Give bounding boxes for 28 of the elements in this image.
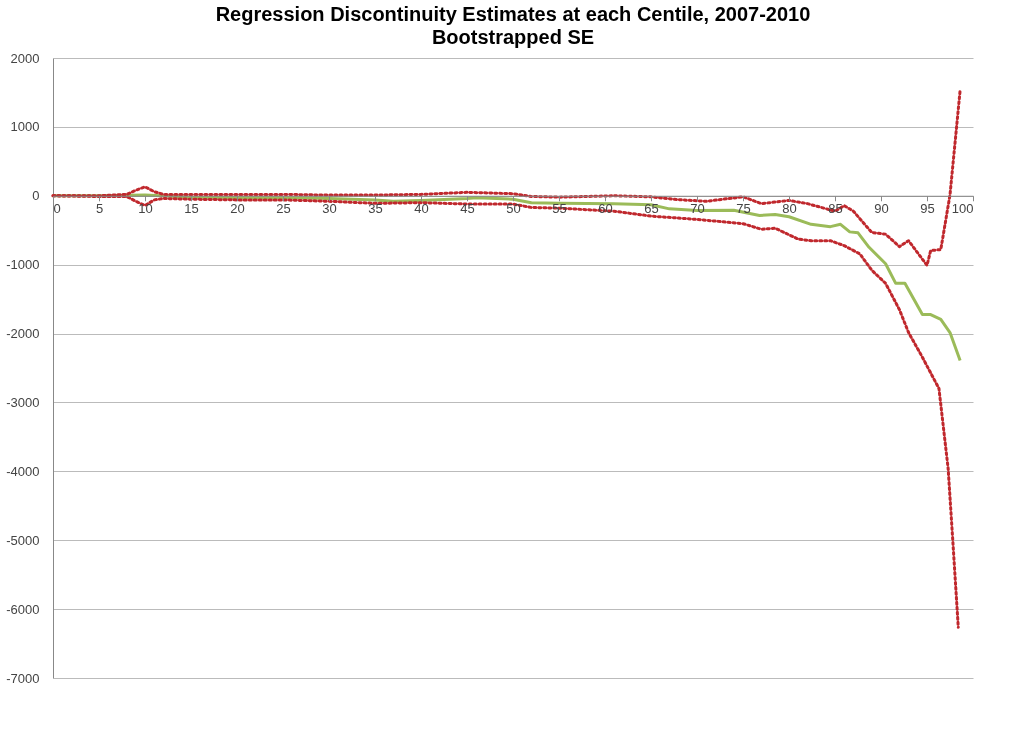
x-tick-label: 95 — [920, 201, 935, 217]
x-tick-label: 0 — [53, 201, 61, 217]
x-tick-label: 50 — [506, 201, 521, 217]
y-tick-label: -7000 — [6, 670, 40, 686]
x-tick-label: 100 — [951, 201, 974, 217]
x-tick-label: 80 — [782, 201, 797, 217]
chart-subtitle: Bootstrapped SE — [431, 26, 595, 48]
x-tick-label: 5 — [95, 201, 104, 217]
y-tick-label: 0 — [32, 188, 40, 204]
x-tick-label: 30 — [322, 201, 337, 217]
y-tick-label: -2000 — [6, 326, 40, 342]
x-tick-label: 25 — [276, 201, 291, 217]
x-tick-label: 90 — [874, 201, 889, 217]
x-tick-label: 40 — [414, 201, 429, 217]
y-tick-label: -6000 — [6, 601, 40, 617]
y-tick-label: 2000 — [10, 50, 40, 66]
x-tick-label: 10 — [138, 201, 153, 217]
x-tick-label: 35 — [368, 201, 383, 217]
x-tick-label: 65 — [644, 201, 659, 217]
y-tick-label: -5000 — [6, 532, 40, 548]
y-tick-label: -4000 — [6, 463, 40, 479]
chart-title: Regression Discontinuity Estimates at each Centile, 2007-2010 — [215, 3, 811, 25]
y-tick-label: -1000 — [6, 257, 40, 273]
y-tick-label: -3000 — [6, 394, 40, 410]
x-tick-label: 45 — [460, 201, 475, 217]
x-tick-label: 20 — [230, 201, 245, 217]
x-tick-label: 15 — [184, 201, 199, 217]
y-tick-label: 1000 — [10, 119, 40, 135]
